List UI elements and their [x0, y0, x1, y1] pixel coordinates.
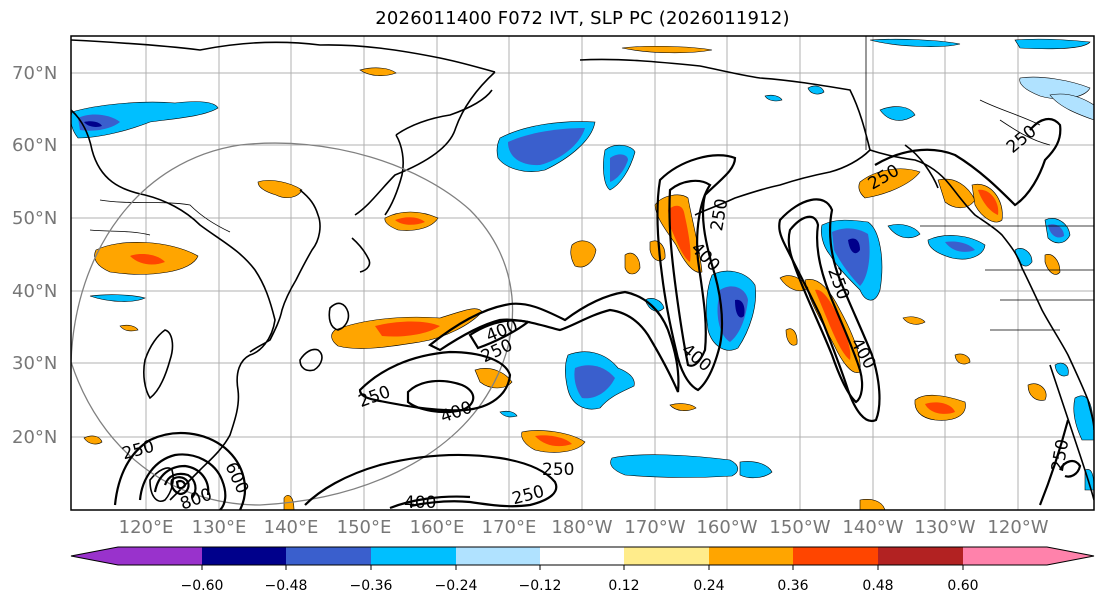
ivt-patch-kamchatka [257, 180, 303, 199]
lat-label: 40°N [12, 281, 57, 302]
colorbar-segment [624, 547, 709, 565]
contour-250-far-east [1038, 419, 1082, 506]
borders [89, 36, 1094, 331]
lon-label: 140°W [842, 517, 903, 538]
lat-label: 30°N [12, 353, 57, 374]
colorbar-segment [793, 547, 878, 565]
colorbar-segment [202, 547, 286, 565]
contour-250-west [358, 350, 512, 412]
colorbar-tick-label: 0.36 [777, 578, 808, 594]
contour-label: 250 [542, 460, 574, 480]
contour-tc-3 [163, 472, 197, 499]
lon-label: 130°E [192, 517, 247, 538]
colorbar-segment [709, 547, 793, 565]
lat-label: 20°N [12, 427, 57, 448]
contour-tc-2 [153, 464, 210, 496]
coast-kamchatka [384, 89, 493, 216]
colorbar-tick-label: 0.12 [608, 578, 639, 594]
contour-tc-4 [170, 476, 190, 496]
contour-250-mid [427, 290, 680, 393]
latitude-labels: 70°N 60°N 50°N 40°N 30°N 20°N [12, 63, 57, 448]
colorbar-tick-label: −0.24 [435, 578, 478, 594]
contour-tc-5 [175, 479, 187, 490]
lon-label: 170°E [482, 517, 537, 538]
lat-label: 70°N [12, 63, 57, 84]
colorbar-segment [540, 547, 624, 565]
colorbar-tick-label: −0.48 [265, 578, 308, 594]
colorbar-segment [286, 547, 371, 565]
colorbar-tick-label: 0.60 [947, 578, 978, 594]
contour-400-south [389, 495, 471, 510]
contour-400-mid [468, 319, 531, 350]
contour-400-west [406, 379, 475, 414]
colorbar-tick-label: 0.24 [693, 578, 724, 594]
coast-alaska [579, 58, 1094, 431]
lon-label: 160°W [696, 517, 757, 538]
colorbar-tick-label: −0.36 [350, 578, 393, 594]
contour-250-band [656, 154, 737, 392]
lon-label: 180°W [551, 517, 612, 538]
colorbar-tick-label: −0.12 [519, 578, 562, 594]
lon-label: 140°E [264, 517, 319, 538]
colorbar-segment [878, 547, 963, 565]
contour-250-northeast [874, 117, 1062, 207]
colorbar-extend-max [1047, 547, 1094, 565]
lon-label: 170°W [624, 517, 685, 538]
lon-label: 130°W [914, 517, 975, 538]
ivt-patch-siberia [71, 101, 219, 139]
lon-label: 120°E [119, 517, 174, 538]
contour-tc-1 [138, 453, 227, 510]
contour-tc-outer [113, 431, 247, 510]
lon-label: 150°W [769, 517, 830, 538]
map-title: 2026011400 F072 IVT, SLP PC (2026011912) [375, 8, 790, 29]
colorbar-ticks: −0.60 −0.48 −0.36 −0.24 −0.12 0.12 0.24 … [181, 578, 979, 594]
lon-label: 150°E [337, 517, 392, 538]
lon-label: 160°E [410, 517, 465, 538]
colorbar-tick-label: −0.60 [181, 578, 224, 594]
colorbar-segment [456, 547, 540, 565]
colorbar-extend-min [71, 547, 118, 565]
colorbar-segment [118, 547, 202, 565]
longitude-labels: 120°E 130°E 140°E 150°E 160°E 170°E 180°… [119, 517, 1049, 538]
map-frame [70, 35, 1095, 511]
colorbar-segment [371, 547, 456, 565]
colorbar-outline [70, 546, 1095, 566]
colorbar-tick-label: 0.48 [862, 578, 893, 594]
colorbar-segment [963, 547, 1047, 565]
contour-250-east [778, 198, 881, 423]
lat-label: 60°N [12, 135, 57, 156]
contour-400-band [668, 179, 712, 367]
contour-400-east [787, 215, 864, 404]
colorbar [70, 546, 1095, 570]
slp-contours [113, 117, 1082, 510]
coastlines [71, 39, 1094, 502]
lat-label: 50°N [12, 208, 57, 229]
contour-label: 400 [404, 493, 436, 513]
contour-250-south [304, 453, 558, 508]
lon-label: 120°W [987, 517, 1048, 538]
